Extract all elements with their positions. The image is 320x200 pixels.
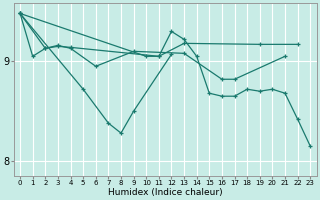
X-axis label: Humidex (Indice chaleur): Humidex (Indice chaleur) [108, 188, 222, 197]
